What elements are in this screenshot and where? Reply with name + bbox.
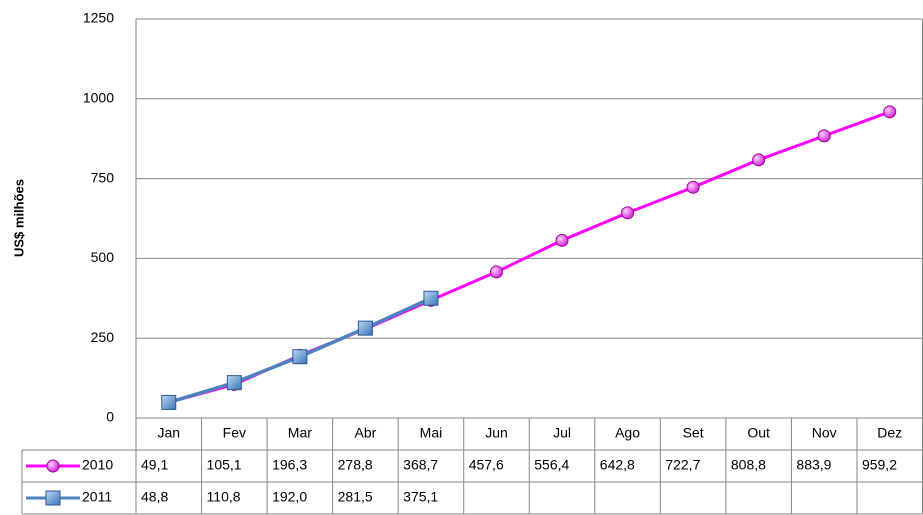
marker [555, 233, 569, 247]
marker [752, 153, 766, 167]
data-label: 281,5 [338, 489, 373, 505]
x-tick-label: Nov [812, 425, 837, 441]
marker [883, 105, 897, 119]
series-line [168, 110, 891, 404]
data-label: 368,7 [403, 457, 438, 473]
data-label: 808,8 [731, 457, 766, 473]
data-label: 642,8 [600, 457, 635, 473]
x-tick-label: Jan [157, 425, 180, 441]
marker [686, 180, 700, 194]
data-label: 192,0 [272, 489, 307, 505]
marker [46, 459, 60, 473]
y-tick-label: 1000 [83, 90, 114, 106]
x-tick-label: Abr [354, 425, 376, 441]
x-tick-label: Mai [420, 425, 443, 441]
data-label: 959,2 [862, 457, 897, 473]
y-tick-label: 750 [91, 169, 115, 185]
data-label: 722,7 [665, 457, 700, 473]
y-tick-label: 0 [106, 409, 114, 425]
data-label: 375,1 [403, 489, 438, 505]
marker [357, 320, 373, 336]
marker [226, 375, 242, 391]
data-label: 278,8 [338, 457, 373, 473]
y-tick-label: 500 [91, 249, 115, 265]
y-tick-label: 1250 [83, 10, 114, 26]
data-label: 196,3 [272, 457, 307, 473]
data-label: 457,6 [469, 457, 504, 473]
marker [161, 394, 177, 410]
marker [292, 349, 308, 365]
x-tick-label: Fev [223, 425, 246, 441]
data-label: 110,8 [207, 489, 241, 505]
x-tick-label: Dez [877, 425, 902, 441]
data-label: 883,9 [796, 457, 831, 473]
data-label: 556,4 [534, 457, 569, 473]
data-label: 48,8 [141, 489, 168, 505]
marker [817, 129, 831, 143]
x-tick-label: Jun [485, 425, 508, 441]
marker [489, 265, 503, 279]
x-tick-label: Ago [615, 425, 640, 441]
x-tick-label: Out [747, 425, 770, 441]
x-tick-label: Jul [553, 425, 571, 441]
data-label: 49,1 [141, 457, 168, 473]
y-axis-label: US$ milhões [11, 179, 26, 257]
marker [45, 490, 61, 506]
legend-label: 2011 [82, 489, 112, 505]
data-label: 105,1 [207, 457, 242, 473]
marker [621, 206, 635, 220]
legend-label: 2010 [82, 457, 113, 473]
marker [423, 290, 439, 306]
y-tick-label: 250 [91, 329, 115, 345]
x-tick-label: Set [683, 425, 704, 441]
x-tick-label: Mar [288, 425, 312, 441]
